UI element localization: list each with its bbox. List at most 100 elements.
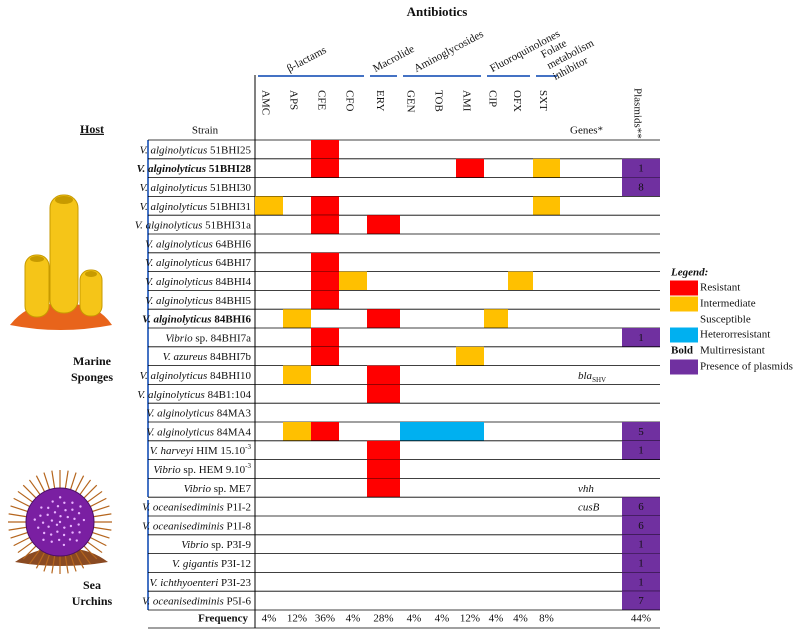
species: V. alginolyticus [137,163,206,175]
plasmid-count: 1 [638,163,644,175]
legend-swatch [670,280,698,296]
column-label: AMC [259,90,271,115]
species: V. harveyi [150,445,194,457]
strain: V. alginolyticus 84BHI4 [145,276,251,288]
species: V. alginolyticus [145,294,213,306]
plasmids-header: Plasmids** [631,88,643,139]
plasmid-count: 8 [638,182,644,194]
strain-id: 51BHI28 [209,163,252,175]
frequency: 4% [489,613,504,625]
dot [47,506,50,510]
dot [49,533,53,536]
strain-header: Strain [192,125,219,137]
strain: V. alginolyticus 51BHI31a [135,219,251,231]
plasmid-cell [622,422,660,441]
strain: V. alginolyticus 64BHI7 [145,257,251,269]
cell [456,346,484,366]
strain: V. gigantis P3I-12 [172,558,251,570]
cell [367,309,400,328]
legend-label: Presence of plasmids [700,361,793,373]
strain-id: sp. 84BHI7a [195,332,251,344]
species: V. alginolyticus [145,276,213,288]
species: V. alginolyticus [140,182,208,194]
legend-label: Intermediate [700,298,756,310]
gene: vhh [578,482,594,494]
plasmid-count: 1 [638,445,644,457]
plasmid-count: 1 [638,332,644,344]
plasmid-cell [622,591,660,610]
strain: V. alginolyticus 84BHI5 [145,294,251,306]
dot [71,531,74,534]
strain-id: P1I-2 [227,501,251,513]
cell [311,290,339,310]
gene: cusB [578,501,600,513]
species: V. alginolyticus [145,238,213,250]
plasmid-count: 1 [638,576,644,588]
legend-label: Resistant [700,282,740,294]
strain: V. ichthyoenteri P3I-23 [149,576,251,588]
dot [79,505,82,508]
strain-id: 64BHI7 [216,257,252,269]
dot [78,531,81,534]
plasmid-cell [622,534,660,554]
host-label: Urchins [72,594,113,608]
column-label: CFO [343,90,355,111]
legend-swatch [670,296,698,312]
sponge-drawing [10,194,112,330]
strain-id: P1I-8 [227,520,252,532]
gene: blaSHV [578,370,606,384]
species: V. alginolyticus [140,144,208,156]
cell [484,309,508,328]
strain: V. alginolyticus 51BHI30 [140,182,252,194]
species: Vibrio [184,482,212,494]
plasmid-count: 5 [638,426,644,438]
cell [367,440,400,460]
class-label: Aminoglycosides [412,28,486,75]
dot [71,508,74,511]
frequency: 4% [435,613,450,625]
strain-id: 51BHI30 [210,182,251,194]
cell [367,215,400,234]
cell [311,252,339,272]
frequency: 12% [287,613,307,625]
cell [367,459,400,479]
legend-label: Multirresistant [700,345,765,357]
strain-id: 84BHI6 [214,313,251,325]
legend-label: Susceptible [700,314,751,326]
column-label: CFE [315,90,327,110]
plasmid-cell [622,328,660,347]
cell [533,158,560,178]
strain-id: 84BHI4 [216,276,252,288]
frequency-label: Frequency [198,613,248,625]
strain-id: 84BHI10 [210,370,251,382]
strain: V. alginolyticus 84MA4 [146,426,251,438]
column-label: GEN [404,90,416,113]
species: V. alginolyticus [146,426,214,438]
dot [71,501,74,504]
superscript: -3 [245,443,251,451]
species: V. alginolyticus [146,407,214,419]
column-label: AMI [460,90,472,112]
plasmid-count: 7 [638,595,644,607]
title: Antibiotics [407,4,468,19]
legend-prefix: Bold [671,345,693,357]
dot [41,521,45,524]
host-header: Host [80,122,104,136]
column-label: APS [287,90,299,110]
host-label: Marine [73,354,112,368]
strain-id: 51BHI31a [205,219,251,231]
plasmid-cell [622,516,660,535]
strain-id: P3I-12 [221,558,251,570]
strain: V. alginolyticus 84MA3 [146,407,251,419]
dot [62,543,66,547]
dot [69,524,73,528]
dot [50,519,54,522]
strain-id: 84MA3 [217,407,252,419]
dot [42,531,46,535]
cell [367,478,400,498]
legend-title: Legend: [670,267,708,279]
column-label: SXT [537,90,549,111]
plasmid-cell [622,553,660,573]
dot [68,538,72,541]
